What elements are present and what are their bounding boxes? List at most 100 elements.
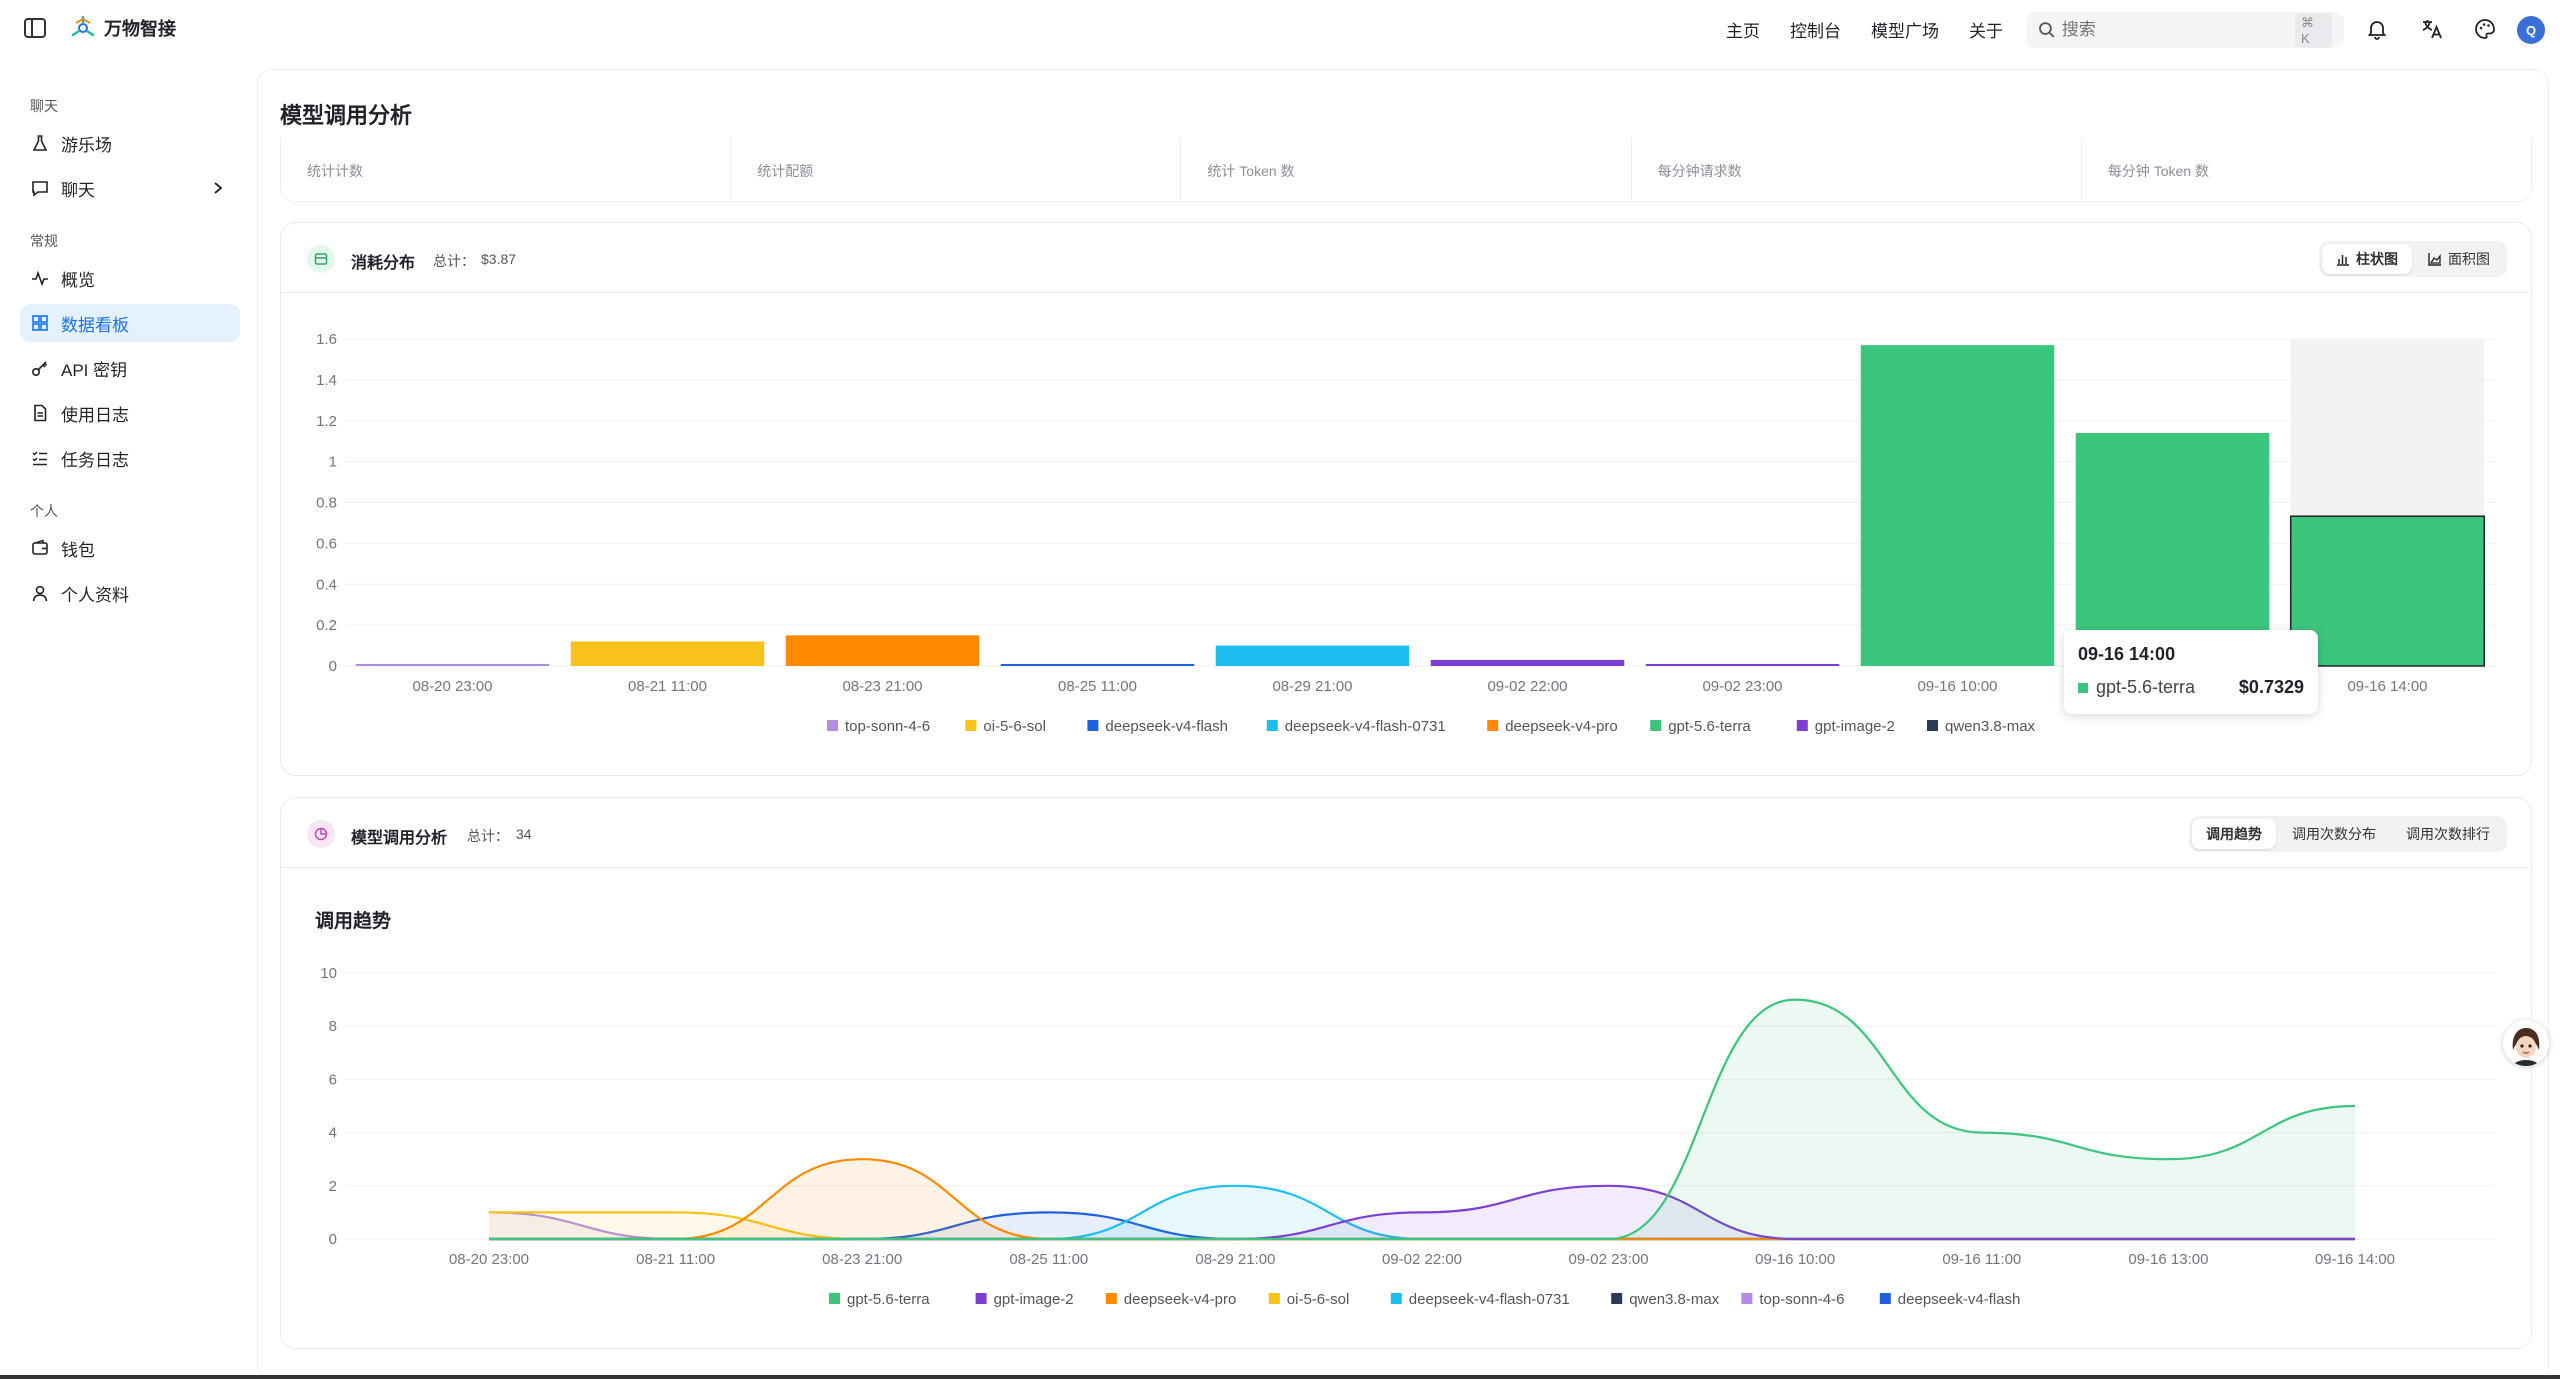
- legend-label: deepseek-v4-flash-0731: [1285, 718, 1446, 735]
- assistant-avatar[interactable]: [2503, 1020, 2549, 1066]
- top-nav: 主页 控制台 模型广场 关于: [1726, 0, 2003, 58]
- tab-call-ranking[interactable]: 调用次数排行: [2406, 826, 2490, 842]
- x-tick-label: 08-23 21:00: [842, 678, 922, 695]
- tooltip-value: $0.7329: [2238, 677, 2304, 697]
- palette-icon[interactable]: [2473, 17, 2497, 41]
- trend-legend: gpt-5.6-terra gpt-image-2 deepseek-v4-pro o…: [829, 1291, 2020, 1308]
- area-chart-option[interactable]: 面积图: [2414, 244, 2504, 274]
- chart-tooltip: 09-16 14:00 gpt-5.6-terra $0.7329: [2064, 630, 2318, 714]
- sidebar-item-label: 任务日志: [61, 450, 129, 470]
- stat-count: 统计计数: [281, 138, 732, 201]
- chat-icon: [32, 181, 48, 197]
- dashboard-icon: [32, 315, 48, 331]
- trend-series: [488, 998, 2356, 1241]
- bar-chart-option[interactable]: 柱状图: [2322, 244, 2412, 274]
- bar-deepseek-v4-flash: [1000, 663, 1195, 666]
- y-tick-label: 8: [329, 1018, 337, 1035]
- sidebar-item-api-keys[interactable]: API 密钥: [20, 349, 240, 387]
- nav-home[interactable]: 主页: [1726, 21, 1760, 41]
- bar-oi-5-6-sol: [570, 641, 765, 666]
- y-tick-label: 0.8: [316, 495, 337, 512]
- stat-label: 统计 Token 数: [1207, 163, 1295, 179]
- sidebar-toggle-icon[interactable]: [24, 18, 46, 38]
- user-icon: [32, 585, 48, 602]
- legend-swatch: [1879, 1293, 1891, 1304]
- nav-console[interactable]: 控制台: [1790, 21, 1841, 41]
- x-tick-label: 08-21 11:00: [628, 678, 707, 695]
- calls-total-label: 总计：: [467, 828, 509, 844]
- calls-tabs: 调用趋势 调用次数分布 调用次数排行: [2189, 816, 2507, 852]
- nav-model-square[interactable]: 模型广场: [1871, 21, 1939, 41]
- sidebar-item-profile[interactable]: 个人资料: [20, 574, 240, 612]
- tooltip-row: gpt-5.6-terra $0.7329: [2078, 677, 2304, 698]
- user-avatar[interactable]: Q: [2517, 16, 2545, 44]
- legend-swatch: [975, 1293, 987, 1304]
- app-name: 万物智接: [104, 19, 176, 39]
- logo-icon: [71, 15, 95, 37]
- tab-call-distribution[interactable]: 调用次数分布: [2292, 826, 2376, 842]
- legend-swatch: [1487, 720, 1499, 731]
- stat-label: 统计配额: [757, 163, 814, 179]
- sidebar-item-label: 游乐场: [61, 135, 112, 155]
- sidebar-item-task-logs[interactable]: 任务日志: [20, 439, 240, 477]
- stats-row: 统计计数 统计配额 统计 Token 数 每分钟请求数 每分钟 Token 数: [280, 138, 2532, 202]
- legend-label: top-sonn-4-6: [1759, 1291, 1844, 1308]
- area-chart-icon: [2428, 253, 2441, 266]
- sidebar-item-usage-logs[interactable]: 使用日志: [20, 394, 240, 432]
- legend-swatch: [827, 720, 838, 731]
- y-tick-label: 4: [329, 1125, 337, 1142]
- sidebar: 聊天 游乐场 聊天 常规 概览 数据看板 API 密钥 使用日志 任务日志 个人…: [0, 58, 258, 1379]
- x-tick-label: 09-16 13:00: [2128, 1251, 2208, 1268]
- x-tick-label: 09-16 11:00: [1942, 1251, 2021, 1268]
- bar-gpt-5.6-terra: [2075, 433, 2270, 666]
- search-shortcut: ⌘ K: [2295, 12, 2332, 48]
- legend-swatch: [965, 720, 977, 731]
- wallet-icon: [32, 539, 48, 555]
- bar-gpt-5.6-terra: [2290, 515, 2485, 667]
- sidebar-item-playground[interactable]: 游乐场: [20, 124, 240, 162]
- bell-icon[interactable]: [2365, 17, 2389, 41]
- y-tick-label: 1.2: [316, 413, 337, 430]
- bar-gpt-image-2: [1645, 663, 1840, 666]
- pie-chart-icon: [307, 820, 335, 848]
- x-tick-label: 09-02 22:00: [1487, 678, 1567, 695]
- stat-label: 每分钟请求数: [1657, 163, 1742, 179]
- x-tick-label: 08-25 11:00: [1009, 1251, 1088, 1268]
- legend-swatch: [1087, 720, 1099, 731]
- tab-call-trend[interactable]: 调用趋势: [2192, 819, 2276, 849]
- list-icon: [32, 451, 47, 466]
- app-logo[interactable]: 万物智接: [70, 15, 176, 41]
- x-tick-label: 09-16 10:00: [1755, 1251, 1835, 1268]
- sidebar-item-chat[interactable]: 聊天: [20, 169, 240, 207]
- area-chart-label: 面积图: [2448, 251, 2490, 267]
- bar-deepseek-v4-flash-0731: [1215, 645, 1410, 666]
- y-tick-label: 1.4: [316, 372, 337, 389]
- x-tick-label: 09-16 10:00: [1917, 678, 1997, 695]
- top-bar: 万物智接 主页 控制台 模型广场 关于 ⌘ K Q: [0, 0, 2560, 58]
- sidebar-item-wallet[interactable]: 钱包: [20, 529, 240, 567]
- calls-total-value: 34: [516, 826, 532, 842]
- sidebar-item-label: 数据看板: [61, 315, 129, 335]
- y-tick-label: 10: [320, 965, 337, 982]
- legend-label: oi-5-6-sol: [1287, 1291, 1350, 1308]
- sidebar-item-overview[interactable]: 概览: [20, 259, 240, 297]
- nav-about[interactable]: 关于: [1969, 21, 2003, 41]
- sidebar-item-dashboard[interactable]: 数据看板: [20, 304, 240, 342]
- sidebar-item-label: 概览: [61, 270, 95, 290]
- sidebar-item-label: 聊天: [61, 180, 95, 200]
- legend-label: deepseek-v4-pro: [1124, 1291, 1237, 1308]
- calls-trend-chart: 0 2 4 6 8 10 08-20 23:00 08-21 11:00 08-23 21:00…: [320, 965, 2495, 1308]
- x-tick-label: 08-20 23:00: [449, 1251, 529, 1268]
- calls-card: 模型调用分析 总计： 34 调用趋势 调用次数分布 调用次数排行 调用趋势 0 2…: [280, 797, 2532, 1349]
- legend-swatch: [1927, 720, 1938, 731]
- search-box[interactable]: ⌘ K: [2026, 12, 2344, 48]
- sidebar-group-personal: 个人: [30, 503, 58, 519]
- legend-swatch: [1796, 720, 1808, 731]
- document-icon: [34, 404, 47, 422]
- consumption-total-value: $3.87: [481, 251, 517, 267]
- tooltip-series: gpt-5.6-terra: [2096, 677, 2196, 697]
- x-tick-label: 08-23 21:00: [822, 1251, 902, 1268]
- tooltip-swatch: [2078, 682, 2088, 693]
- search-input[interactable]: [2061, 20, 2289, 40]
- translate-icon[interactable]: [2420, 17, 2444, 41]
